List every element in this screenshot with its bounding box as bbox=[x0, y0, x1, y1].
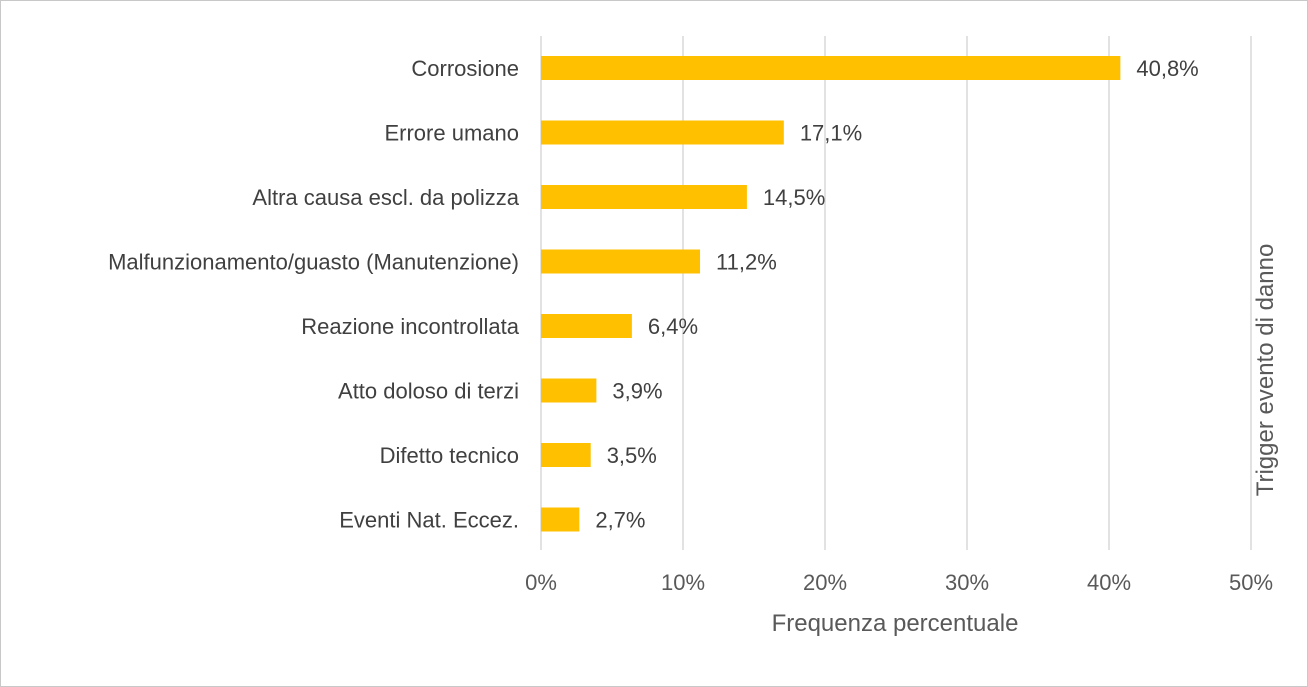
x-tick-label: 0% bbox=[525, 570, 557, 595]
bar bbox=[541, 249, 701, 274]
category-labels: Corrosione Errore umano Altra causa escl. … bbox=[108, 56, 520, 533]
x-tick-labels: 0% 10% 20% 30% 40% 50% bbox=[525, 570, 1273, 595]
bar bbox=[541, 185, 747, 209]
data-label: 40,8% bbox=[1136, 56, 1198, 81]
category-label: Reazione incontrollata bbox=[301, 314, 519, 339]
category-label: Malfunzionamento/guasto (Manutenzione) bbox=[108, 250, 519, 275]
category-label: Eventi Nat. Eccez. bbox=[339, 508, 519, 533]
bar bbox=[541, 56, 1121, 80]
bars bbox=[541, 56, 1121, 532]
data-label: 14,5% bbox=[763, 185, 825, 210]
data-label: 3,5% bbox=[607, 443, 657, 468]
x-tick-label: 30% bbox=[945, 570, 989, 595]
bar bbox=[541, 507, 580, 532]
y-axis-title: Trigger evento di danno bbox=[1252, 244, 1279, 497]
category-label: Difetto tecnico bbox=[380, 443, 519, 468]
x-tick-label: 40% bbox=[1087, 570, 1131, 595]
data-label: 6,4% bbox=[648, 314, 698, 339]
data-label: 2,7% bbox=[595, 508, 645, 533]
data-labels: 40,8% 17,1% 14,5% 11,2% 6,4% 3,9% 3,5% 2,7% bbox=[595, 56, 1198, 533]
bar bbox=[541, 443, 591, 467]
x-tick-label: 50% bbox=[1229, 570, 1273, 595]
gridlines bbox=[540, 36, 1252, 550]
data-label: 17,1% bbox=[800, 121, 862, 146]
bar bbox=[541, 314, 632, 338]
category-label: Atto doloso di terzi bbox=[338, 379, 519, 404]
bar bbox=[541, 120, 784, 145]
x-tick-label: 20% bbox=[803, 570, 847, 595]
data-label: 3,9% bbox=[612, 379, 662, 404]
x-tick-label: 10% bbox=[661, 570, 705, 595]
category-label: Corrosione bbox=[411, 56, 519, 81]
category-label: Altra causa escl. da polizza bbox=[252, 185, 519, 210]
category-label: Errore umano bbox=[384, 121, 519, 146]
bar bbox=[541, 378, 597, 403]
data-label: 11,2% bbox=[716, 250, 777, 275]
x-axis-title: Frequenza percentuale bbox=[772, 610, 1019, 637]
